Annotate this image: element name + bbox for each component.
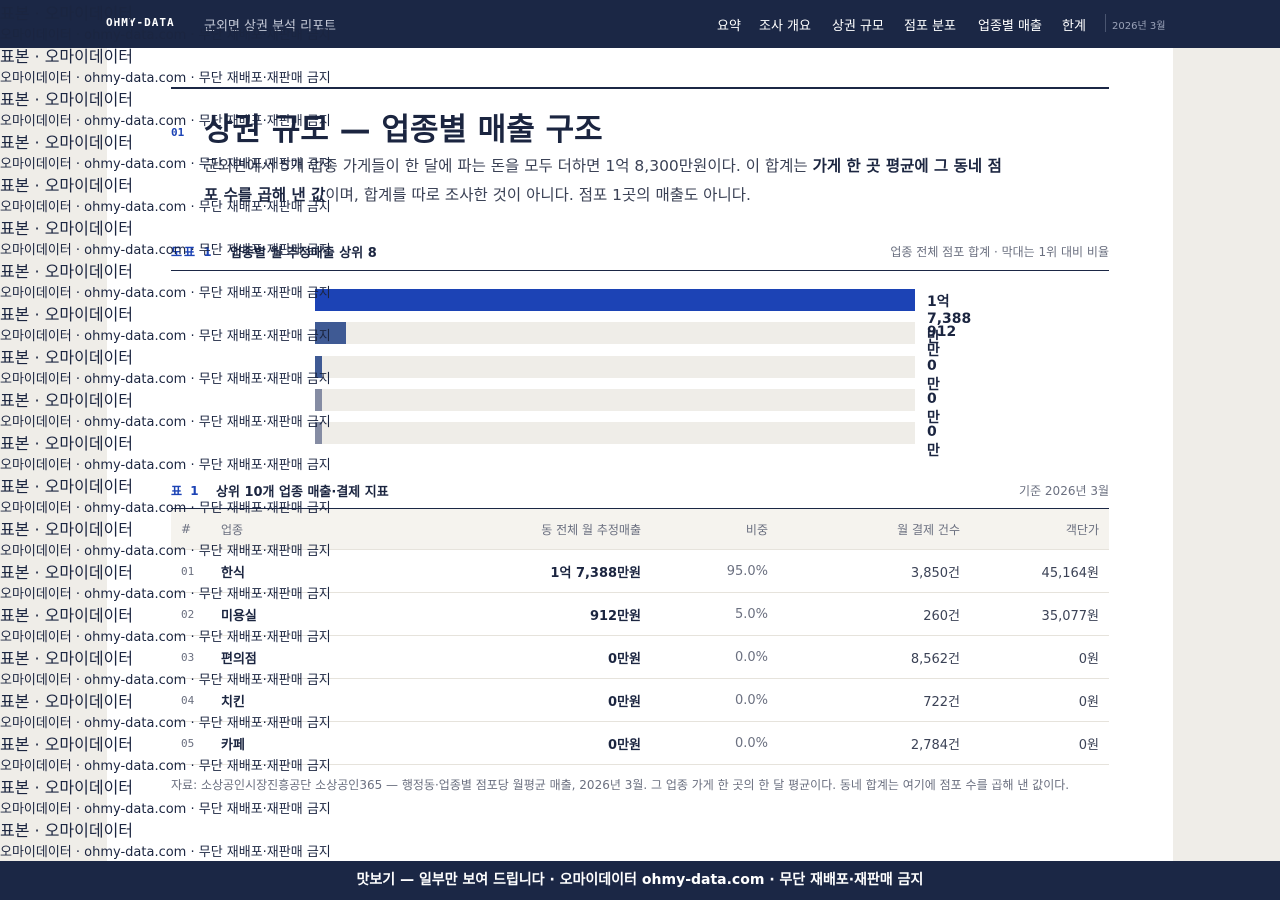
preview-banner: 맛보기 — 일부만 보여 드립니다 · 오마이데이터 ohmy-data.com…	[0, 861, 1280, 900]
table-cell: 95.0%	[651, 549, 778, 593]
section-number: 01	[171, 126, 185, 139]
table-cell: 912만원	[331, 592, 651, 636]
table-cell: 0.0%	[651, 721, 778, 765]
bar	[315, 322, 347, 344]
header-row: # 업종 동 전체 월 추정매출 비중 월 결제 건수 객단가	[171, 508, 1109, 550]
column-header: 동 전체 월 추정매출	[331, 508, 651, 550]
nav-link[interactable]: 업종별 매출	[978, 19, 1042, 34]
table-row: 01 한식 1억 7,388만원 95.0% 3,850건 45,164원	[171, 549, 1109, 593]
table-cell: 3,850건	[778, 549, 970, 593]
table-cell: 0만원	[331, 635, 651, 679]
table-cell: 35,077원	[970, 592, 1109, 636]
table-row: 05 카페 0만원 0.0% 2,784건 0원	[171, 721, 1109, 765]
table-cell: 0원	[970, 678, 1109, 722]
table-cell: 0.0%	[651, 678, 778, 722]
table-cell: 0원	[970, 721, 1109, 765]
table-note: 기준 2026년 3월	[1019, 484, 1109, 498]
table-cell: 편의점	[211, 635, 331, 679]
nav-link[interactable]: 요약	[717, 19, 741, 34]
data-table: # 업종 동 전체 월 추정매출 비중 월 결제 건수 객단가 01 한식 1억 7,388만원…	[171, 508, 1109, 765]
column-header: #	[171, 508, 211, 550]
bar-track	[315, 389, 915, 411]
table-cell: 8,562건	[778, 635, 970, 679]
value-label: 0만	[927, 358, 940, 393]
top-nav: OHMY-DATA 군외면 상권 분석 리포트 2026년 3월 요약 조사 개요…	[0, 0, 1280, 48]
bar-cap	[315, 389, 322, 411]
table-label: 표 1	[171, 484, 201, 498]
table-cell: 722건	[778, 678, 970, 722]
nav-date: 2026년 3월	[1112, 21, 1166, 32]
bar-track	[315, 422, 915, 444]
table-cell: 01	[171, 549, 211, 593]
table-cell: 2,784건	[778, 721, 970, 765]
table-cell: 한식	[211, 549, 331, 593]
table-cell: 5.0%	[651, 592, 778, 636]
column-header: 업종	[211, 508, 331, 550]
section-title: 상권 규모 — 업종별 매출 구조	[204, 112, 603, 148]
table-cell: 04	[171, 678, 211, 722]
section-rule	[171, 87, 1109, 89]
table-cell: 카페	[211, 721, 331, 765]
nav-link[interactable]: 조사 개요	[759, 19, 811, 34]
table-cell: 03	[171, 635, 211, 679]
table-row: 04 치킨 0만원 0.0% 722건 0원	[171, 678, 1109, 722]
bar	[315, 289, 915, 311]
table-cell: 0만원	[331, 678, 651, 722]
nav-link[interactable]: 점포 분포	[904, 19, 956, 34]
bar-cap	[315, 356, 322, 378]
table-cell: 1억 7,388만원	[331, 549, 651, 593]
table-cell: 0만원	[331, 721, 651, 765]
table-cell: 0원	[970, 635, 1109, 679]
column-header: 비중	[651, 508, 778, 550]
separator	[1105, 14, 1106, 32]
value-label: 0만	[927, 391, 940, 426]
footnote: 자료: 소상공인시장진흥공단 소상공인365 — 행정동·업종별 점포당 월평균…	[171, 778, 1070, 792]
bar-track	[315, 356, 915, 378]
table-cell: 치킨	[211, 678, 331, 722]
table-cell: 05	[171, 721, 211, 765]
table-title: 상위 10개 업종 매출·결제 지표	[216, 485, 389, 500]
lead-text: 군외면에서 5개 업종 가게들이 한 달에 파는 돈을 모두 더하면 1억 8,…	[204, 157, 813, 175]
brand[interactable]: OHMY-DATA	[106, 16, 175, 29]
table-row: 02 미용실 912만원 5.0% 260건 35,077원	[171, 592, 1109, 636]
column-header: 월 결제 건수	[778, 508, 970, 550]
value-label: 0만	[927, 424, 940, 459]
table-row: 03 편의점 0만원 0.0% 8,562건 0원	[171, 635, 1109, 679]
lead-text: 가게 한 곳 평균에 그 동네 점포 수를 곱해 낸 값	[204, 157, 1002, 204]
value-label: 912만	[927, 324, 957, 359]
figure-rule	[171, 270, 1109, 271]
column-header: 객단가	[970, 508, 1109, 550]
table-cell: 02	[171, 592, 211, 636]
value-label: 1억 7,388만	[927, 294, 972, 346]
table-cell: 45,164원	[970, 549, 1109, 593]
figure-title: 업종별 월 추정매출 상위 8	[230, 246, 377, 261]
table-cell: 미용실	[211, 592, 331, 636]
bar-cap	[315, 422, 322, 444]
lead-text: 이며, 합계를 따로 조사한 것이 아니다. 점포 1곳의 매출도 아니다.	[325, 186, 751, 204]
lead-paragraph: 군외면에서 5개 업종 가게들이 한 달에 파는 돈을 모두 더하면 1억 8,…	[204, 152, 1014, 210]
figure-label: 도표 1	[171, 245, 214, 259]
table-cell: 0.0%	[651, 635, 778, 679]
table-cell: 260건	[778, 592, 970, 636]
nav-link[interactable]: 상권 규모	[832, 19, 884, 34]
figure-note: 업종 전체 점포 합계 · 막대는 1위 대비 비율	[890, 245, 1109, 259]
nav-link[interactable]: 한계	[1062, 19, 1086, 34]
nav-subtitle: 군외면 상권 분석 리포트	[204, 19, 336, 34]
bar-track	[315, 322, 915, 344]
